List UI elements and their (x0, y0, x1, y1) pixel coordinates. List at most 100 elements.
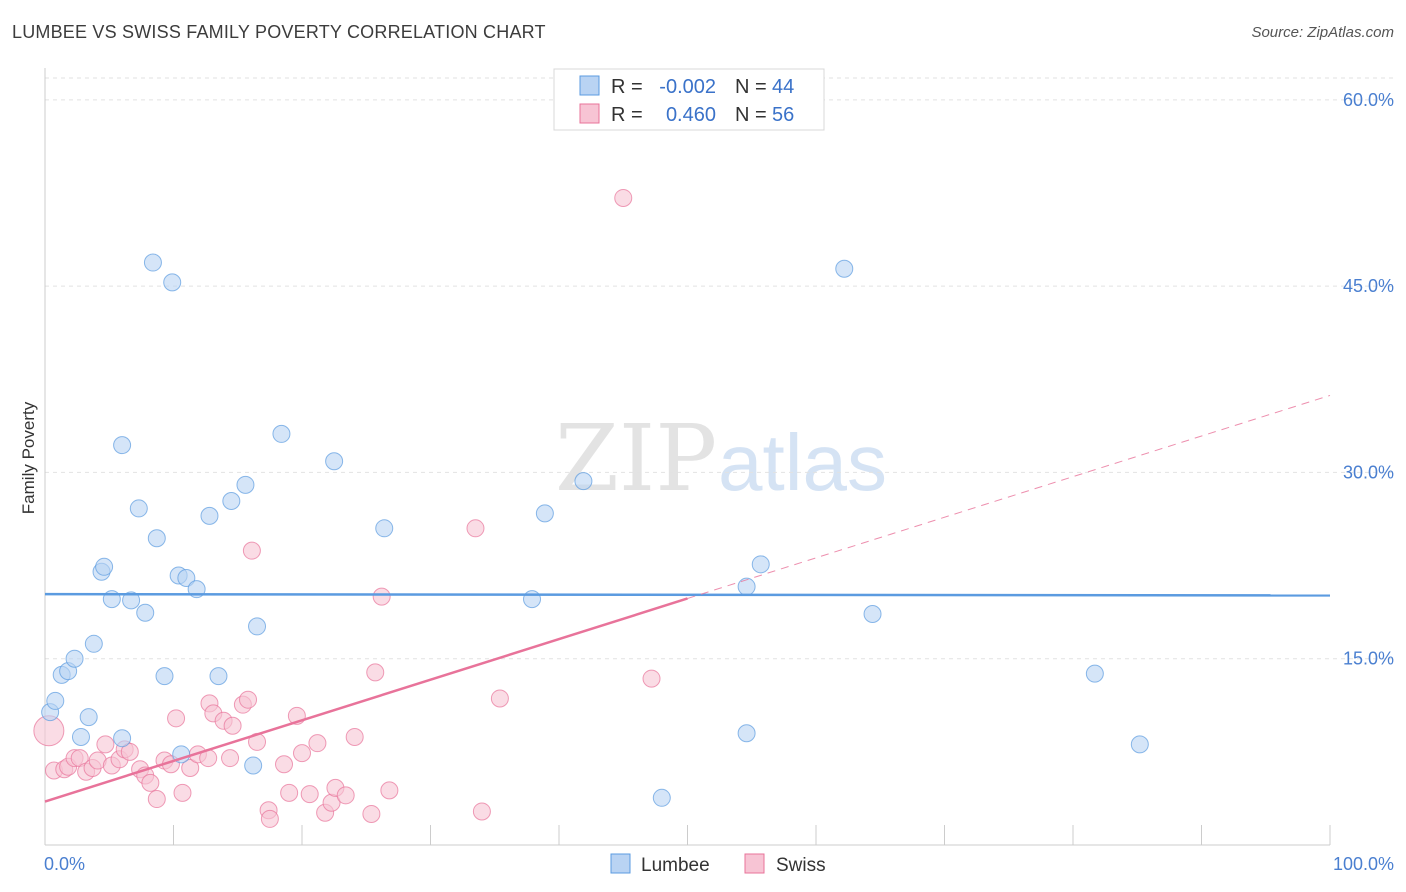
lumbee-point (535, 504, 554, 523)
swiss-point (466, 519, 485, 538)
swiss-point (260, 809, 279, 828)
lumbee-point (523, 590, 542, 609)
bottom-legend-label-swiss: Swiss (776, 855, 826, 876)
legend: R = -0.002 N = 44 R = 0.460 N = 56 (553, 68, 825, 131)
y-axis-title: Family Poverty (19, 401, 38, 514)
lumbee-point (222, 491, 241, 510)
swiss-point (472, 802, 491, 821)
lumbee-point (325, 452, 344, 471)
legend-swatch-lumbee (579, 75, 600, 96)
legend-n-value-lumbee: 44 (772, 76, 794, 98)
lumbee-point (46, 691, 65, 710)
swiss-point (366, 663, 385, 682)
y-tick-label-2: 45.0% (1343, 276, 1394, 296)
legend-n-label-swiss: N = (735, 104, 767, 126)
legend-r-value-swiss: 0.460 (666, 104, 716, 126)
swiss-point (120, 742, 139, 761)
swiss-point (362, 804, 381, 823)
swiss-point (490, 689, 509, 708)
swiss-point (181, 759, 200, 777)
lumbee-point (272, 424, 291, 443)
lumbee-point (248, 617, 267, 636)
swiss-point (147, 790, 166, 809)
swiss-point (308, 734, 327, 753)
swiss-points (33, 188, 661, 828)
swiss-point (280, 783, 299, 802)
swiss-point (380, 781, 399, 800)
chart-source: Source: ZipAtlas.com (1251, 24, 1394, 41)
swiss-point (336, 786, 355, 805)
swiss-point (223, 716, 242, 735)
watermark: ZIP atlas (555, 405, 887, 512)
swiss-point (293, 744, 311, 763)
x-tick-label-max: 100.0% (1333, 854, 1394, 874)
swiss-trend-line (44, 597, 688, 803)
swiss-point (242, 541, 261, 560)
lumbee-point (574, 472, 593, 491)
swiss-point (642, 669, 661, 688)
bottom-legend-swatch-swiss (744, 853, 765, 874)
lumbee-point (200, 506, 219, 525)
lumbee-point (113, 729, 132, 748)
gridlines (45, 77, 1394, 660)
swiss-point (275, 755, 294, 774)
y-tick-label-3: 60.0% (1343, 90, 1394, 110)
lumbee-point (143, 253, 162, 272)
lumbee-point (136, 603, 155, 622)
legend-n-label-lumbee: N = (735, 76, 767, 98)
swiss-point (614, 188, 633, 207)
lumbee-point (79, 708, 98, 727)
swiss-point (141, 773, 160, 792)
lumbee-point (835, 259, 854, 278)
lumbee-trend-line (44, 592, 1331, 597)
lumbee-point (236, 475, 255, 494)
x-tick-label-min: 0.0% (44, 854, 85, 874)
bottom-legend: Lumbee Swiss (610, 853, 826, 876)
lumbee-point (84, 634, 103, 653)
y-tick-labels: 15.0% 30.0% 45.0% 60.0% (1343, 90, 1394, 669)
lumbee-point (113, 436, 132, 455)
swiss-point (345, 727, 364, 746)
lumbee-point (737, 724, 756, 743)
axes (44, 68, 1331, 846)
lumbee-point (95, 557, 114, 576)
swiss-point (372, 587, 391, 606)
swiss-point (96, 735, 115, 754)
lumbee-point (751, 555, 770, 574)
swiss-point (221, 749, 240, 768)
lumbee-point (147, 529, 166, 548)
swiss-point (173, 783, 192, 802)
lumbee-point (209, 667, 228, 686)
bottom-legend-label-lumbee: Lumbee (641, 855, 710, 876)
lumbee-point (163, 273, 182, 292)
legend-swatch-swiss (579, 103, 600, 124)
bottom-legend-swatch-lumbee (610, 853, 631, 874)
lumbee-point (652, 788, 671, 807)
lumbee-points (41, 253, 1149, 807)
swiss-point (239, 690, 258, 709)
lumbee-point (129, 499, 148, 518)
watermark-atlas: atlas (718, 418, 887, 507)
swiss-point (300, 785, 319, 804)
lumbee-point (122, 591, 141, 610)
y-tick-label-1: 30.0% (1343, 462, 1394, 482)
watermark-zip: ZIP (555, 405, 717, 512)
swiss-trend-extension (687, 394, 1331, 599)
lumbee-point (375, 519, 394, 538)
lumbee-point (1130, 735, 1149, 754)
y-tick-label-0: 15.0% (1343, 649, 1394, 669)
swiss-point (167, 709, 186, 728)
lumbee-point (65, 649, 84, 668)
lumbee-point (1085, 664, 1104, 683)
lumbee-point (177, 568, 196, 587)
legend-n-value-swiss: 56 (772, 104, 794, 126)
legend-r-value-lumbee: -0.002 (659, 76, 716, 98)
lumbee-point (737, 577, 756, 596)
lumbee-point (863, 605, 882, 623)
lumbee-point (155, 667, 174, 686)
legend-r-label-swiss: R = (611, 104, 643, 126)
lumbee-point (244, 756, 263, 775)
lumbee-point (71, 727, 90, 746)
chart-title: LUMBEE VS SWISS FAMILY POVERTY CORRELATI… (12, 22, 546, 42)
